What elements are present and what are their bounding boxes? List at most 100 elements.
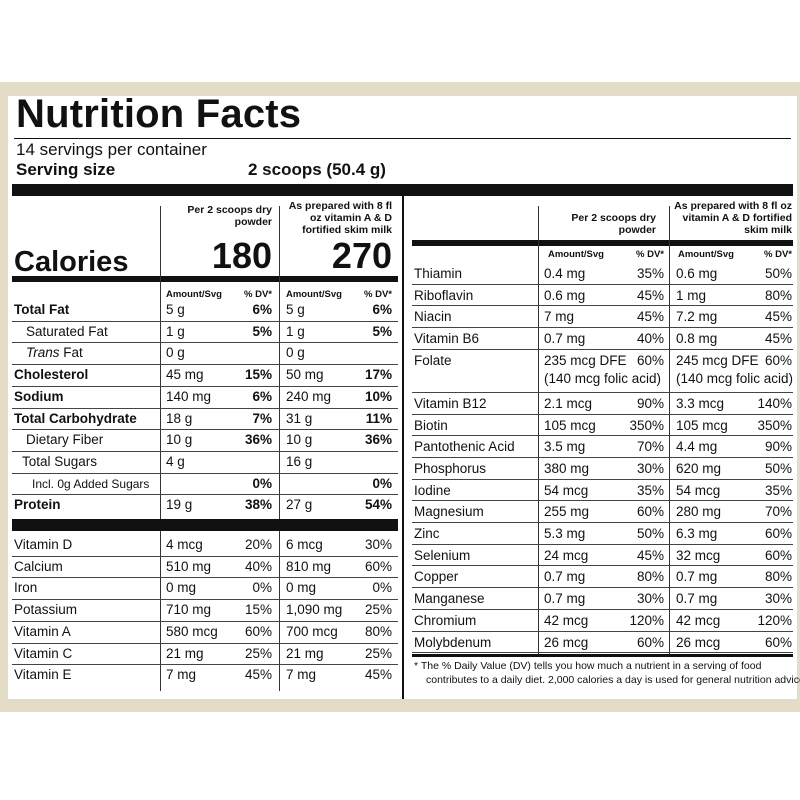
milk-amount: 0 g	[286, 345, 305, 361]
milk-dv: 54%	[364, 497, 392, 513]
nutrient-name: Dietary Fiber	[26, 432, 104, 448]
right-dry-amount-label: Amount/Svg	[548, 249, 604, 260]
dry-dv: 45%	[636, 287, 664, 303]
title-rule	[14, 138, 791, 139]
right-milk-column-header: As prepared with 8 fl oz vitamin A & D f…	[674, 200, 792, 236]
dry-amount: 45 mg	[166, 367, 204, 383]
row-divider	[12, 599, 398, 601]
milk-dv: 0%	[372, 475, 392, 491]
nutrient-name: Incl. 0g Added Sugars	[32, 476, 150, 491]
dry-amount: 4 mcg	[166, 537, 203, 552]
dry-dv: 60%	[244, 623, 272, 639]
calories-label: Calories	[14, 246, 129, 278]
milk-dv: 36%	[364, 432, 392, 448]
dry-amount: 140 mg	[166, 388, 212, 404]
milk-amount: 0.8 mg	[676, 331, 718, 347]
milk-amount: 42 mcg	[676, 612, 721, 628]
milk-dv: 5%	[372, 323, 392, 339]
nutrient-name: Cholesterol	[14, 367, 89, 383]
dry-dv: 15%	[244, 367, 272, 383]
dry-dv: 0%	[252, 475, 272, 491]
dry-dv: 15%	[244, 602, 272, 618]
row-divider	[412, 478, 793, 480]
left-col-divider-2	[279, 206, 280, 691]
dry-amount: 18 g	[166, 410, 193, 426]
row-divider	[412, 283, 793, 285]
row-divider	[412, 327, 793, 329]
nutrient-name: Saturated Fat	[26, 323, 108, 339]
milk-amount: 105 mcg	[676, 417, 728, 433]
row-divider	[12, 555, 398, 557]
milk-amount: 240 mg	[286, 388, 332, 404]
left-panel: Per 2 scoops dry powder As prepared with…	[8, 196, 402, 699]
milk-dv: 60%	[764, 526, 792, 541]
dry-dv: 6%	[252, 302, 272, 317]
milk-amount: 50 mg	[286, 367, 324, 383]
dry-amount: 0.7 mg	[544, 591, 586, 607]
milk-dv: 6%	[372, 302, 392, 317]
vitamin-name: Vitamin E	[14, 667, 72, 683]
milk-amount: 26 mcg	[676, 634, 721, 650]
dry-dv: 7%	[252, 410, 272, 426]
calories-dry-value: 180	[211, 235, 272, 276]
milk-dv: 50%	[764, 266, 792, 281]
row-divider	[12, 385, 398, 387]
nutrient-name: Vitamin B6	[414, 331, 480, 347]
milk-amount: 620 mg	[676, 460, 722, 476]
nutrient-name: Riboflavin	[414, 287, 474, 303]
nutrition-label: Nutrition Facts 14 servings per containe…	[8, 92, 800, 699]
nutrient-name: Copper	[414, 569, 459, 585]
milk-amount: 4.4 mg	[676, 439, 718, 455]
nutrient-name: Total Sugars	[22, 453, 98, 469]
dry-dv: 30%	[636, 591, 664, 607]
nutrient-name: Folate	[414, 352, 452, 368]
dry-amount: 0 g	[166, 345, 185, 361]
dry-dv: 25%	[244, 645, 272, 661]
row-divider	[412, 522, 793, 523]
row-divider	[412, 413, 793, 415]
milk-amount: 1 g	[286, 323, 305, 339]
milk-dv: 140%	[757, 395, 792, 411]
dry-dv: 120%	[629, 612, 664, 628]
dry-amount: 5.3 mg	[544, 526, 586, 541]
footnote-bar	[412, 654, 793, 658]
milk-dv: 10%	[364, 388, 392, 404]
nutrient-name: Manganese	[414, 591, 485, 607]
dry-dv: 20%	[244, 537, 272, 552]
row-divider	[412, 565, 793, 567]
milk-dv: 30%	[364, 537, 392, 552]
milk-dv: 25%	[364, 645, 392, 661]
dry-dv: 350%	[629, 417, 664, 433]
servings-per-container: 14 servings per container	[16, 140, 207, 159]
dry-amount: 42 mcg	[544, 612, 589, 628]
vitamin-name: Vitamin C	[14, 645, 73, 661]
nutrient-name: Vitamin B12	[414, 395, 487, 411]
dry-dv: 80%	[636, 569, 664, 585]
header-thick-bar	[12, 184, 793, 196]
milk-amount: 10 g	[286, 432, 313, 448]
milk-dv: 80%	[764, 569, 792, 585]
dry-amount: 2.1 mcg	[544, 395, 593, 411]
row-divider	[12, 342, 398, 344]
dry-amount: 7 mg	[166, 667, 197, 683]
milk-dv: 60%	[364, 558, 392, 574]
dry-dv: 35%	[636, 482, 664, 498]
milk-dv: 60%	[764, 634, 792, 650]
milk-amount: 0 mg	[286, 580, 317, 596]
dry-amount: 4 g	[166, 453, 185, 469]
milk-amount: 3.3 mcg	[676, 395, 725, 411]
dry-dv-label: % DV*	[244, 289, 272, 300]
dry-dv: 0%	[252, 580, 272, 596]
dry-amount: 105 mcg	[544, 417, 596, 433]
milk-dv: 25%	[364, 602, 392, 618]
dry-amount: 0.7 mg	[544, 569, 586, 585]
milk-amount: 0.7 mg	[676, 591, 718, 607]
milk-dv: 90%	[764, 439, 792, 455]
milk-dv: 35%	[764, 482, 792, 498]
milk-dv: 50%	[764, 460, 792, 476]
dry-amount: 24 mcg	[544, 547, 589, 563]
dry-column-header: Per 2 scoops dry powder	[187, 204, 272, 228]
milk-amount: 54 mcg	[676, 482, 721, 498]
row-divider	[12, 450, 398, 452]
calories-bar	[12, 276, 398, 282]
